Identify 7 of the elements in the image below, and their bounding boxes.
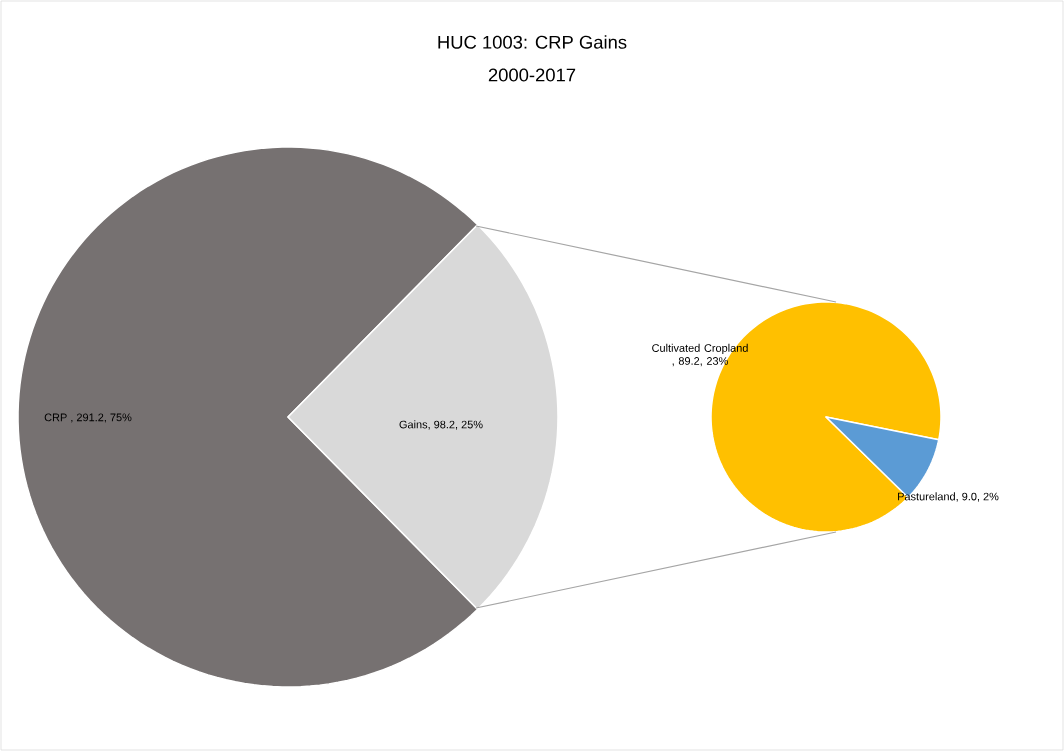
- slice-label: Gains: [399, 420, 428, 429]
- data-label: , 291.2, 75%: [71, 413, 132, 423]
- data-label: , 98.2, 25%: [428, 420, 483, 430]
- chart-subtitle: 2000-2017: [488, 68, 576, 82]
- data-label: , 9.0, 2%: [956, 492, 999, 502]
- chart-title: HUC 1003: CRP Gains: [438, 35, 627, 49]
- slice-label: CRP: [44, 413, 67, 422]
